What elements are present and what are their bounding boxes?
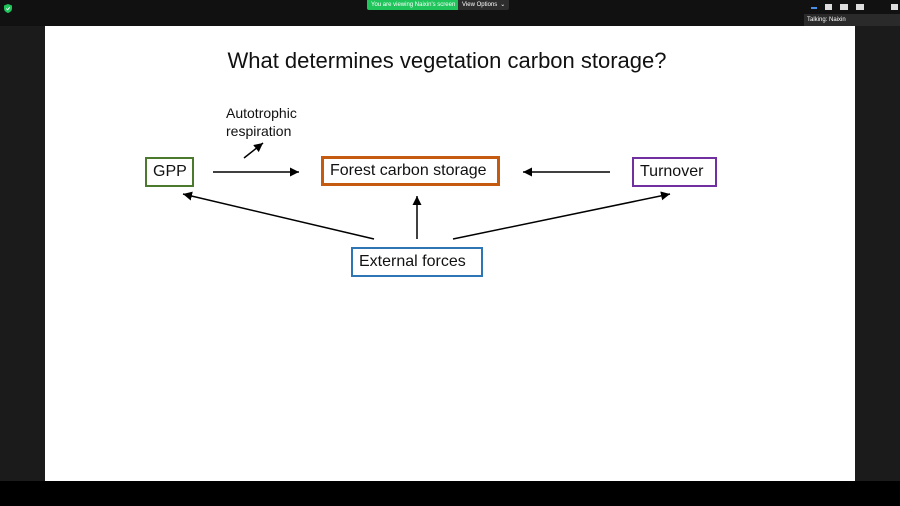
respiration-label: Autotrophic respiration [226, 104, 297, 140]
node-external-forces: External forces [351, 247, 483, 277]
view-options-label: View Options [462, 2, 497, 8]
view-options-button[interactable]: View Options ⌄ [458, 0, 509, 10]
respiration-line-1: Autotrophic [226, 104, 297, 122]
chevron-down-icon: ⌄ [500, 0, 505, 10]
node-turnover: Turnover [632, 157, 717, 187]
arrow-external-to-gpp [183, 194, 374, 239]
grid-view-icon[interactable] [856, 4, 864, 10]
fullscreen-icon[interactable] [891, 4, 898, 10]
node-forest-carbon-storage: Forest carbon storage [321, 156, 500, 186]
left-margin [0, 26, 45, 481]
meeting-toolbar: You are viewing Naixin's screen View Opt… [0, 0, 900, 26]
respiration-line-2: respiration [226, 122, 297, 140]
node-gpp: GPP [145, 157, 194, 187]
right-margin [855, 26, 900, 481]
arrow-external-to-turnover [453, 194, 670, 239]
viewing-banner: You are viewing Naixin's screen [367, 0, 459, 10]
speaker-view-icon[interactable] [825, 4, 832, 10]
shield-icon[interactable] [4, 4, 12, 13]
gallery-view-icon[interactable] [840, 4, 848, 10]
minimize-icon[interactable] [811, 7, 817, 9]
shared-slide: What determines vegetation carbon storag… [45, 26, 855, 481]
arrow-respiration [244, 143, 263, 158]
bottom-bar [0, 481, 900, 506]
talking-indicator: Talking: Naixin [804, 14, 900, 26]
